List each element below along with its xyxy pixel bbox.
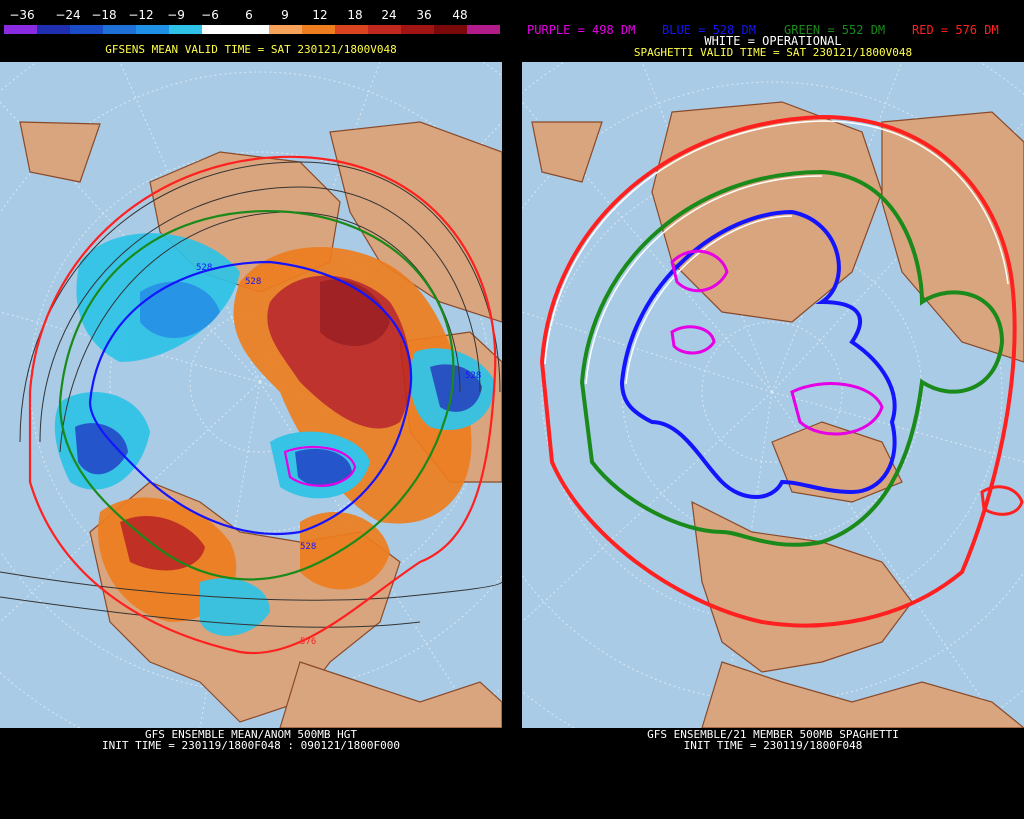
colorbar-label: −18 xyxy=(91,8,117,22)
colorbar-label: −24 xyxy=(55,8,81,22)
legend-blue: BLUE = 528 DM xyxy=(662,23,756,37)
contour-label: 576 xyxy=(300,637,316,647)
ensemble-mean-panel: −36 −24 −18 −12 −9 −6 6 9 12 18 24 36 48… xyxy=(0,0,502,819)
colorbar-swatch xyxy=(4,25,38,34)
contour-label: 528 xyxy=(465,371,481,381)
contour-label: 528 xyxy=(245,277,261,287)
colorbar-label: 24 xyxy=(381,8,397,22)
anomaly-colorbar xyxy=(4,25,500,34)
colorbar-swatch xyxy=(70,25,104,34)
colorbar-swatch xyxy=(433,25,467,34)
footer-init-time: INIT TIME = 230119/1800F048 xyxy=(683,739,863,752)
colorbar-swatch xyxy=(367,25,401,34)
colorbar-swatch xyxy=(268,25,302,34)
legend-white: WHITE = OPERATIONAL xyxy=(704,34,842,48)
colorbar-swatch xyxy=(136,25,170,34)
colorbar-label: 6 xyxy=(245,8,253,22)
map-canvas xyxy=(522,62,1024,728)
legend-purple: PURPLE = 498 DM xyxy=(527,23,636,37)
land-masses xyxy=(531,101,1024,728)
colorbar-label: −6 xyxy=(201,8,219,22)
legend-red: RED = 576 DM xyxy=(912,23,999,37)
colorbar-label: −12 xyxy=(128,8,154,22)
colorbar-label: −36 xyxy=(9,8,35,22)
colorbar-label: 9 xyxy=(281,8,289,22)
footer-title: GFS ENSEMBLE MEAN/ANOM 500MB HGT xyxy=(145,728,357,741)
contour-label: 528 xyxy=(300,542,316,552)
colorbar-label: 12 xyxy=(312,8,328,22)
colorbar-labels: −36 −24 −18 −12 −9 −6 6 9 12 18 24 36 48 xyxy=(0,8,502,22)
colorbar-swatch xyxy=(202,25,236,34)
colorbar-swatch xyxy=(400,25,434,34)
colorbar-label: 36 xyxy=(416,8,432,22)
valid-time: GFSENS MEAN VALID TIME = SAT 230121/1800… xyxy=(105,43,397,56)
colorbar-swatch xyxy=(103,25,137,34)
legend-green: GREEN = 552 DM xyxy=(784,23,886,37)
colorbar-label: 18 xyxy=(347,8,363,22)
ensemble-mean-map: 528 528 528 528 576 xyxy=(0,62,502,728)
colorbar-label: 48 xyxy=(452,8,468,22)
anomaly-shading xyxy=(54,233,495,636)
colorbar-swatch xyxy=(37,25,71,34)
spaghetti-map xyxy=(522,62,1024,728)
contour-label: 528 xyxy=(196,263,212,273)
spaghetti-panel: PURPLE = 498 DM BLUE = 528 DM GREEN = 55… xyxy=(522,0,1024,819)
panel-separator xyxy=(502,0,522,819)
colorbar-swatch xyxy=(301,25,335,34)
key-contours xyxy=(28,155,497,655)
valid-time: SPAGHETTI VALID TIME = SAT 230121/1800V0… xyxy=(633,46,913,59)
colorbar-label: −9 xyxy=(167,8,185,22)
footer-init-time: INIT TIME = 230119/1800F048 : 090121/180… xyxy=(101,739,400,752)
colorbar-swatch xyxy=(466,25,500,34)
footer-title: GFS ENSEMBLE/21 MEMBER 500MB SPAGHETTI xyxy=(647,728,899,741)
colorbar-swatch xyxy=(334,25,368,34)
colorbar-swatch xyxy=(169,25,203,34)
map-canvas: 528 528 528 528 576 xyxy=(0,62,502,728)
colorbar-swatch xyxy=(235,25,269,34)
spaghetti-contours xyxy=(539,114,1024,628)
